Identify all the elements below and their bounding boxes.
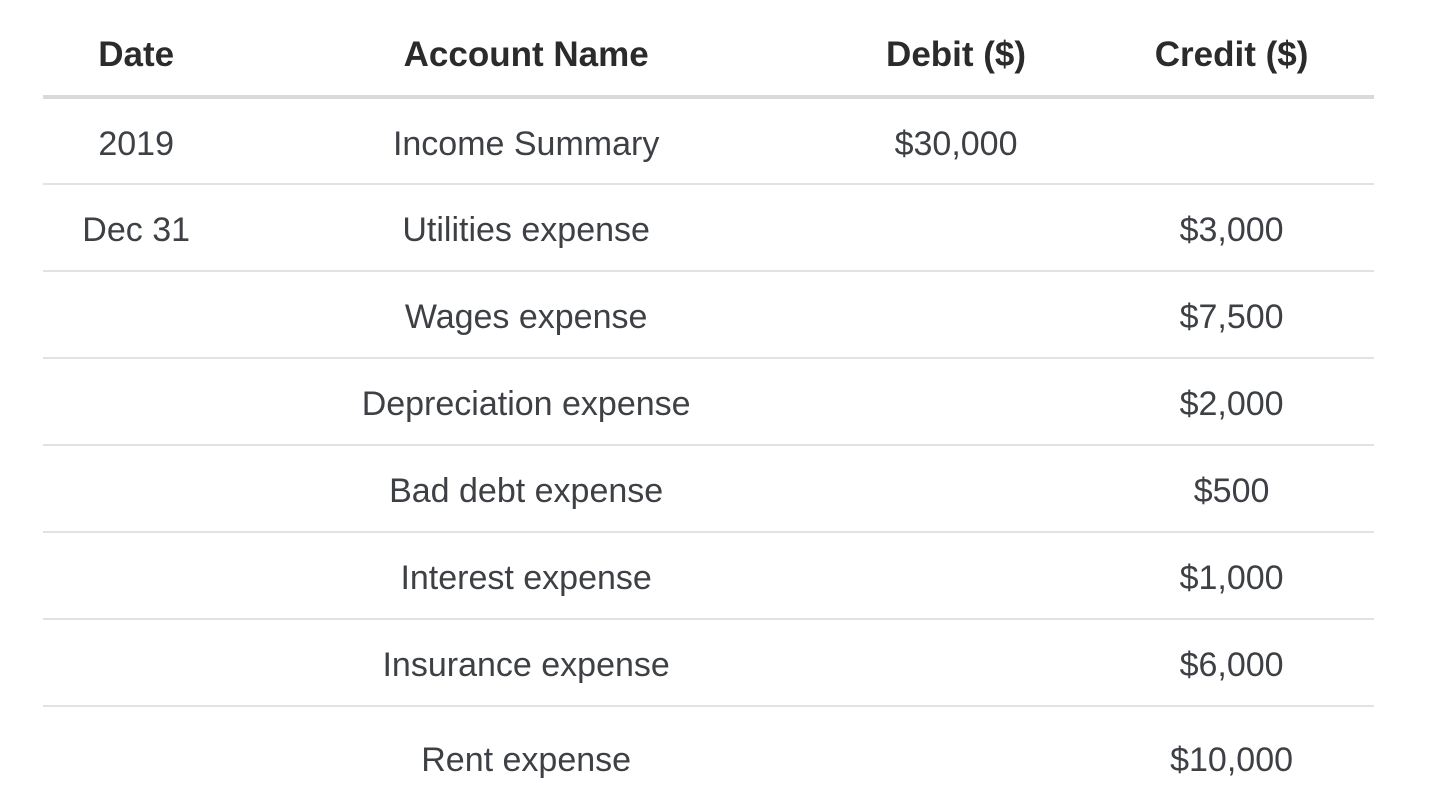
cell-debit <box>822 619 1090 707</box>
column-header-date: Date <box>43 0 230 99</box>
table-row: Wages expense $7,500 <box>43 271 1374 359</box>
table-row: Rent expense $10,000 <box>43 706 1374 808</box>
cell-credit: $1,000 <box>1089 532 1374 620</box>
cell-account: Bad debt expense <box>229 445 823 533</box>
column-header-credit: Credit ($) <box>1089 0 1374 99</box>
header-row: Date Account Name Debit ($) Credit ($) <box>43 0 1374 99</box>
column-header-debit: Debit ($) <box>822 0 1090 99</box>
table-row: Interest expense $1,000 <box>43 532 1374 620</box>
cell-debit <box>822 445 1090 533</box>
cell-account: Income Summary <box>229 97 823 185</box>
cell-account: Wages expense <box>229 271 823 359</box>
journal-entry-table: Date Account Name Debit ($) Credit ($) 2… <box>43 0 1374 808</box>
table-header: Date Account Name Debit ($) Credit ($) <box>43 0 1374 99</box>
cell-debit <box>822 184 1090 272</box>
column-header-account: Account Name <box>229 0 823 99</box>
cell-account: Utilities expense <box>229 184 823 272</box>
cell-debit <box>822 532 1090 620</box>
cell-account: Depreciation expense <box>229 358 823 446</box>
cell-credit <box>1089 97 1374 185</box>
closing-entries-table: Date Account Name Debit ($) Credit ($) 2… <box>43 0 1374 808</box>
cell-account: Interest expense <box>229 532 823 620</box>
table-row: Insurance expense $6,000 <box>43 619 1374 707</box>
table-body: 2019 Income Summary $30,000 Dec 31 Utili… <box>43 97 1374 808</box>
cell-date <box>43 445 230 533</box>
table-row: 2019 Income Summary $30,000 <box>43 97 1374 185</box>
table-row: Bad debt expense $500 <box>43 445 1374 533</box>
table-row: Dec 31 Utilities expense $3,000 <box>43 184 1374 272</box>
cell-date <box>43 706 229 808</box>
cell-date: 2019 <box>43 97 230 185</box>
cell-credit: $2,000 <box>1089 358 1374 446</box>
cell-credit: $500 <box>1089 445 1374 533</box>
cell-date <box>43 532 230 620</box>
cell-date <box>43 358 230 446</box>
cell-debit <box>822 271 1090 359</box>
cell-date <box>43 271 230 359</box>
cell-credit: $3,000 <box>1089 184 1374 272</box>
cell-debit: $30,000 <box>822 97 1090 185</box>
cell-credit: $7,500 <box>1089 271 1374 359</box>
cell-account: Insurance expense <box>229 619 823 707</box>
cell-date <box>43 619 230 707</box>
cell-debit <box>822 358 1090 446</box>
cell-credit: $6,000 <box>1089 619 1374 707</box>
cell-debit <box>823 706 1089 808</box>
cell-date: Dec 31 <box>43 184 230 272</box>
cell-account: Rent expense <box>421 741 632 779</box>
table-row: Depreciation expense $2,000 <box>43 358 1374 446</box>
cell-credit: $10,000 <box>1170 741 1294 779</box>
